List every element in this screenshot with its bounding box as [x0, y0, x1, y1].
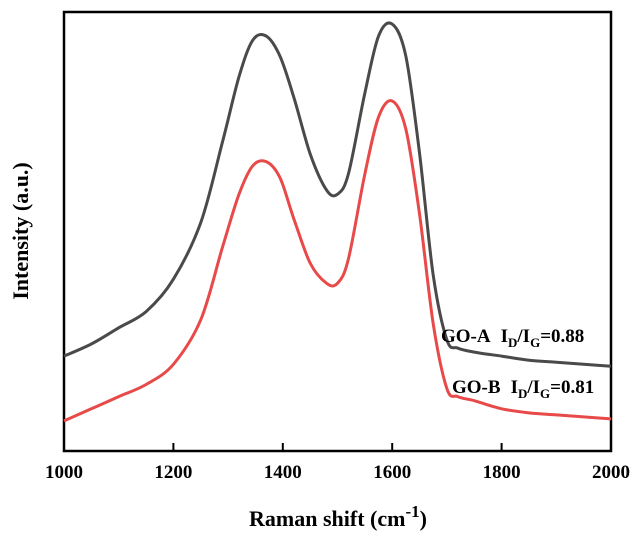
plot-frame: [62, 10, 613, 453]
annotation-ratio-i: I: [501, 326, 508, 347]
annotation-sub-d: D: [518, 386, 527, 401]
x-tick-label: 1800: [483, 462, 521, 483]
annotation-sub-d: D: [508, 335, 517, 350]
annotation-go-a: GO-A ID/IG=0.88: [441, 326, 584, 350]
x-axis-title-superscript: -1: [405, 502, 419, 521]
annotation-sub-g: G: [540, 386, 550, 401]
series-line-go-b: [63, 99, 612, 423]
annotation-value: =0.88: [540, 326, 584, 347]
x-tick-label: 1400: [264, 462, 302, 483]
series-layer: [63, 21, 612, 423]
x-axis-ticks: 1000 1200 1400 1600 1800 2000: [45, 443, 630, 483]
x-tick-label: 1000: [45, 462, 83, 483]
annotation-sub-g: G: [530, 335, 540, 350]
series-line-go-a: [63, 21, 612, 368]
annotation-name: GO-A: [441, 326, 491, 347]
x-axis-title-close: ): [420, 506, 427, 531]
annotation-slash: /I: [516, 326, 530, 347]
y-axis-title: Intensity (a.u.): [8, 162, 33, 300]
annotation-value: =0.81: [550, 377, 594, 398]
x-axis-title: Raman shift (cm-1): [249, 502, 427, 531]
annotation-ratio-i: I: [511, 377, 518, 398]
annotation-slash: /I: [526, 377, 540, 398]
x-axis-title-main: Raman shift (cm: [249, 506, 405, 531]
x-tick-label: 1200: [154, 462, 192, 483]
annotation-go-b: GO-B ID/IG=0.81: [452, 377, 594, 401]
annotation-name: GO-B: [452, 377, 501, 398]
x-tick-label: 1600: [373, 462, 411, 483]
x-tick-label: 2000: [592, 462, 630, 483]
